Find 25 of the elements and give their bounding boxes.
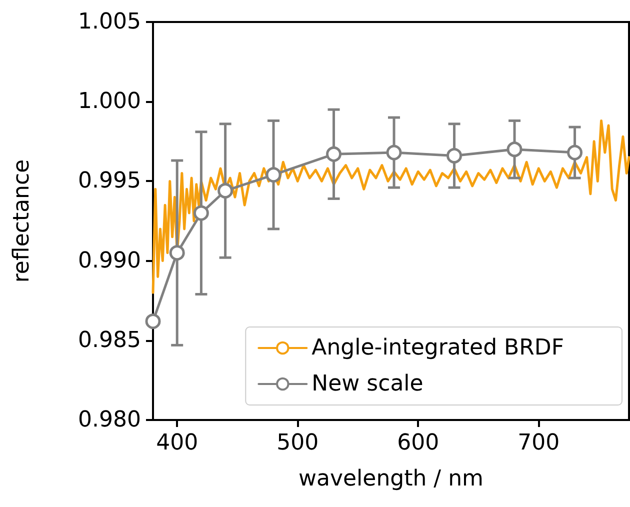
point <box>386 144 402 160</box>
point <box>266 167 282 183</box>
point <box>446 148 462 164</box>
x-tick-label: 700 <box>518 430 560 456</box>
point <box>506 142 522 158</box>
point <box>326 146 342 162</box>
y-tick-label: 0.995 <box>78 168 141 194</box>
y-tick-label: 0.980 <box>78 408 141 432</box>
legend-label: Angle-integrated BRDF <box>312 336 564 360</box>
x-tick-label: 600 <box>397 430 440 456</box>
legend-label: New scale <box>312 372 424 396</box>
point <box>193 205 209 221</box>
y-tick-label: 1.000 <box>78 89 141 114</box>
y-tick-label: 0.985 <box>78 328 141 353</box>
point <box>169 245 185 261</box>
line-series <box>152 119 630 294</box>
x-tick-label: 400 <box>156 430 198 456</box>
x-axis-title: wavelength / nm <box>298 466 484 492</box>
point <box>567 144 583 160</box>
x-tick-label: 500 <box>276 430 319 456</box>
y-axis-title: reflectance <box>10 159 34 283</box>
y-tick-label: 0.990 <box>78 248 141 274</box>
y-tick-label: 1.005 <box>78 10 141 34</box>
point <box>145 314 161 330</box>
point <box>218 183 234 198</box>
